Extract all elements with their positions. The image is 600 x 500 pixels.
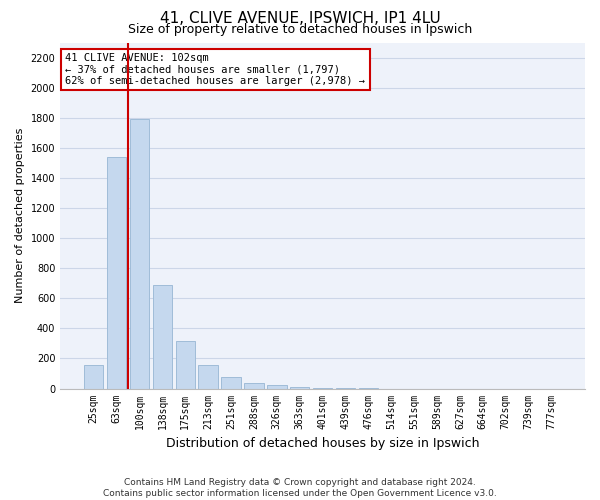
- Bar: [244, 382, 263, 388]
- X-axis label: Distribution of detached houses by size in Ipswich: Distribution of detached houses by size …: [166, 437, 479, 450]
- Text: 41, CLIVE AVENUE, IPSWICH, IP1 4LU: 41, CLIVE AVENUE, IPSWICH, IP1 4LU: [160, 11, 440, 26]
- Text: Contains HM Land Registry data © Crown copyright and database right 2024.
Contai: Contains HM Land Registry data © Crown c…: [103, 478, 497, 498]
- Bar: [107, 157, 127, 388]
- Y-axis label: Number of detached properties: Number of detached properties: [15, 128, 25, 303]
- Bar: [267, 385, 287, 388]
- Bar: [84, 365, 103, 388]
- Bar: [130, 119, 149, 388]
- Text: 41 CLIVE AVENUE: 102sqm
← 37% of detached houses are smaller (1,797)
62% of semi: 41 CLIVE AVENUE: 102sqm ← 37% of detache…: [65, 53, 365, 86]
- Text: Size of property relative to detached houses in Ipswich: Size of property relative to detached ho…: [128, 22, 472, 36]
- Bar: [152, 284, 172, 389]
- Bar: [176, 341, 195, 388]
- Bar: [221, 378, 241, 388]
- Bar: [290, 387, 310, 388]
- Bar: [199, 365, 218, 388]
